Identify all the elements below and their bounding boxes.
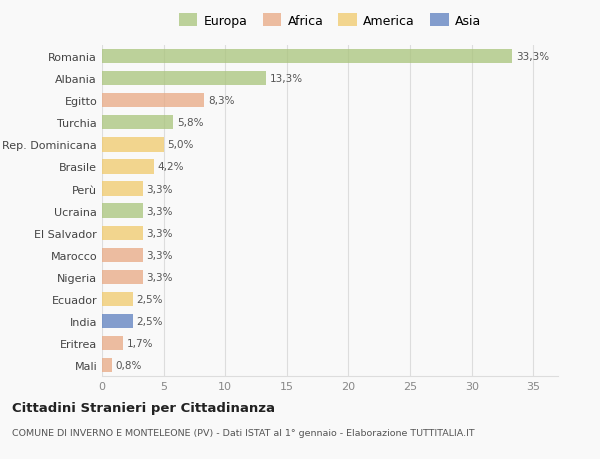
Text: 1,7%: 1,7%: [127, 338, 153, 348]
Bar: [102, 116, 173, 130]
Text: 5,0%: 5,0%: [167, 140, 194, 150]
Bar: [102, 160, 154, 174]
Bar: [102, 292, 133, 307]
Bar: [102, 314, 133, 329]
Bar: [102, 204, 143, 218]
Text: 8,3%: 8,3%: [208, 96, 235, 106]
Text: 3,3%: 3,3%: [146, 250, 173, 260]
Text: 13,3%: 13,3%: [269, 74, 303, 84]
Text: 3,3%: 3,3%: [146, 184, 173, 194]
Text: 2,5%: 2,5%: [137, 294, 163, 304]
Text: 4,2%: 4,2%: [157, 162, 184, 172]
Legend: Europa, Africa, America, Asia: Europa, Africa, America, Asia: [179, 14, 481, 28]
Text: 0,8%: 0,8%: [116, 360, 142, 370]
Bar: [102, 72, 266, 86]
Bar: [102, 270, 143, 285]
Bar: [102, 358, 112, 373]
Text: 3,3%: 3,3%: [146, 228, 173, 238]
Bar: [102, 182, 143, 196]
Text: COMUNE DI INVERNO E MONTELEONE (PV) - Dati ISTAT al 1° gennaio - Elaborazione TU: COMUNE DI INVERNO E MONTELEONE (PV) - Da…: [12, 428, 475, 437]
Text: 5,8%: 5,8%: [177, 118, 203, 128]
Bar: [102, 248, 143, 263]
Bar: [102, 94, 204, 108]
Bar: [102, 226, 143, 241]
Text: 33,3%: 33,3%: [516, 52, 549, 62]
Bar: [102, 50, 512, 64]
Text: 3,3%: 3,3%: [146, 272, 173, 282]
Bar: [102, 336, 123, 351]
Text: Cittadini Stranieri per Cittadinanza: Cittadini Stranieri per Cittadinanza: [12, 402, 275, 414]
Text: 2,5%: 2,5%: [137, 316, 163, 326]
Text: 3,3%: 3,3%: [146, 206, 173, 216]
Bar: [102, 138, 164, 152]
